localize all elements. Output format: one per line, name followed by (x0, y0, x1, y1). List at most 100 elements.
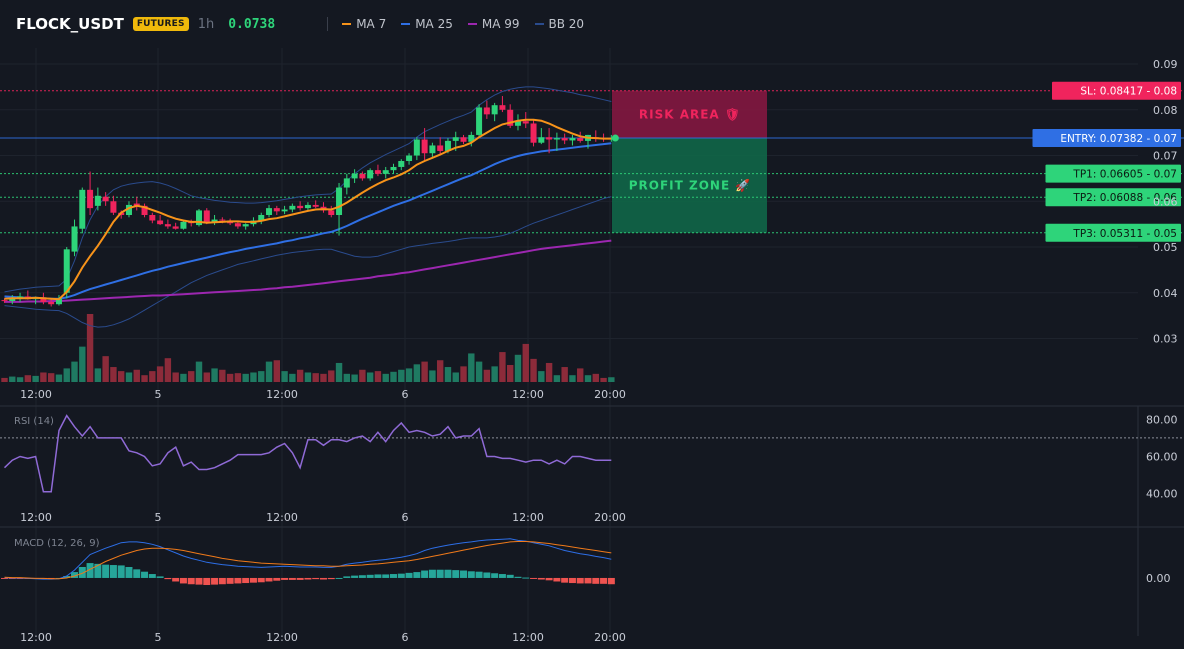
time-tick-main: 12:00 (266, 388, 298, 401)
candle (359, 171, 366, 181)
macd-hist-bar (467, 571, 475, 578)
volume-bar (188, 371, 195, 382)
volume-bar (312, 373, 319, 382)
candle (343, 173, 350, 195)
volume-bar (226, 373, 234, 382)
symbol-title[interactable]: FLOCK_USDT (16, 15, 124, 33)
candle (79, 187, 86, 234)
candle (149, 212, 156, 224)
candle (351, 169, 358, 183)
candle-body (304, 204, 311, 209)
volume-bar (265, 361, 273, 382)
macd-hist-bar (600, 577, 608, 584)
legend-ma99[interactable]: MA 99 (467, 17, 520, 31)
macd-hist-bar (226, 577, 234, 584)
time-tick-main: 6 (402, 388, 409, 401)
level-tag-tp1 (1045, 164, 1181, 183)
legend-ma25[interactable]: MA 25 (401, 17, 453, 31)
volume-bar (351, 374, 358, 382)
level-tag-entry (1032, 129, 1181, 148)
price-tick-label: 0.08 (1153, 104, 1178, 117)
volume-bar (242, 373, 249, 382)
macd-hist-bar (374, 574, 382, 578)
candle-body (273, 208, 280, 212)
candle-body (468, 134, 475, 142)
candle (367, 168, 374, 181)
legend-bb20[interactable]: BB 20 (534, 17, 584, 31)
candle-body (514, 121, 521, 126)
legend-ma7[interactable]: MA 7 (342, 17, 386, 31)
volume-bar (47, 373, 55, 382)
candle (297, 201, 304, 211)
candle (406, 153, 413, 165)
macd-hist-bar (522, 577, 530, 579)
volume-bar (86, 314, 94, 382)
candle-body (242, 224, 249, 227)
macd-hist-bar (63, 576, 71, 578)
legend-label: MA 99 (481, 17, 520, 31)
macd-hist-bar (234, 577, 242, 584)
macd-hist-bar (327, 577, 335, 580)
candle-body (359, 173, 366, 179)
candle-body (234, 223, 241, 227)
time-tick-rsi: 6 (402, 511, 409, 524)
macd-hist-bar (452, 570, 460, 578)
candle (164, 219, 171, 229)
price-tick-label: 0.09 (1153, 58, 1178, 71)
macd-hist-bar (491, 573, 499, 578)
level-tag-text-entry: ENTRY: 0.07382 - 0.07 (1060, 133, 1177, 145)
level-tag-tp3 (1045, 223, 1181, 242)
candle-body (553, 138, 560, 140)
candle-body (164, 224, 171, 227)
time-tick-rsi: 12:00 (266, 511, 298, 524)
candle (553, 132, 560, 151)
volume-bar (398, 369, 405, 382)
candles (1, 96, 615, 307)
candle (421, 128, 428, 161)
volume-bars (1, 314, 615, 382)
macd-tick-label: 0.00 (1146, 572, 1171, 585)
candle (1, 298, 8, 303)
macd-hist-bar (249, 577, 257, 583)
candle (561, 133, 568, 145)
volume-bar (592, 373, 599, 382)
macd-hist-bar (514, 576, 522, 578)
macd-hist-bar (164, 577, 172, 580)
candle (196, 209, 202, 227)
rsi-title: RSI (14) (14, 416, 54, 427)
candle (87, 171, 94, 215)
macd-hist-bar (405, 572, 413, 578)
price-tick-label: 0.07 (1153, 150, 1178, 163)
macd-hist-bar (78, 566, 86, 578)
candle (102, 192, 109, 206)
candle (429, 142, 436, 158)
candle-body (452, 137, 459, 141)
macd-hist-bar (498, 574, 506, 578)
candle-body (180, 221, 187, 229)
macd-hist-bar (296, 577, 304, 580)
macd-hist-bar (125, 566, 133, 578)
volume-bar (475, 361, 483, 382)
candle (172, 222, 179, 230)
candle-body (538, 137, 545, 143)
candle-body (499, 105, 506, 110)
volume-bar (156, 366, 164, 382)
macd-hist-bar (553, 577, 561, 582)
volume-bar (102, 356, 109, 382)
timeframe-label[interactable]: 1h (197, 16, 215, 32)
macd-hist-bar (366, 574, 374, 578)
macd-hist-bar (242, 577, 250, 584)
macd-hist-bar (273, 577, 281, 581)
candle (538, 128, 545, 145)
time-tick-main: 5 (155, 388, 162, 401)
candle-body (149, 215, 156, 221)
macd-hist-bar (71, 572, 79, 578)
last-price-dot (611, 134, 619, 142)
rsi-line (3, 414, 612, 493)
candle-body (421, 139, 428, 154)
candle-body (390, 166, 397, 171)
volume-bar (320, 373, 327, 382)
volume-bar (164, 358, 172, 382)
volume-bar (55, 374, 63, 382)
